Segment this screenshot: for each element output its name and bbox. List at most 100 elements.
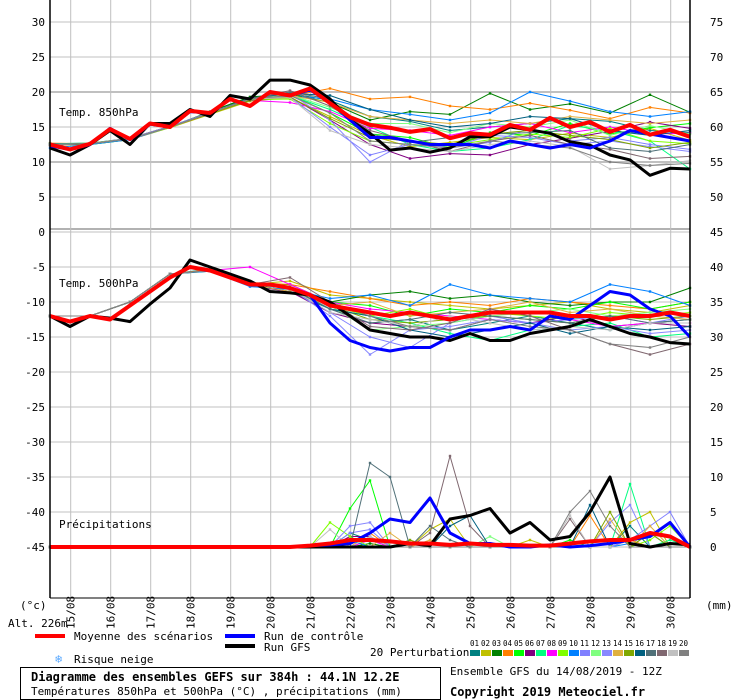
date-label: 22/08 [345, 596, 358, 629]
perturbation-id: 07 [536, 639, 545, 648]
t500-perturbation-10-point [528, 297, 532, 300]
t850-perturbation-1-point [648, 129, 652, 132]
t850-perturbation-7-point [528, 138, 532, 141]
t500-perturbation-4-point [448, 300, 452, 304]
precip-perturbation-18-point [448, 454, 452, 458]
precip-perturbation-2-point [528, 538, 532, 542]
t850-perturbation-18-point [648, 157, 652, 160]
precip-perturbation-19-point [608, 545, 612, 549]
t500-perturbation-17-point [568, 321, 572, 325]
perturbation-id: 15 [624, 639, 633, 648]
precip-perturbation-11-point [348, 531, 352, 535]
perturbation-swatch [657, 650, 667, 656]
t500-perturbation-9-point [408, 307, 412, 311]
legend-perturbations-label: 20 Perturbations [370, 646, 476, 659]
right-tick-label: 25 [710, 366, 723, 379]
t850-perturbation-13-point [328, 118, 332, 122]
t500-perturbation-17-point [328, 307, 332, 311]
legend-snow-label: Risque neige [74, 653, 153, 666]
t500-perturbation-20-point [488, 318, 492, 321]
precip-perturbation-20-point [408, 545, 412, 549]
t850-perturbation-18-point [288, 89, 292, 92]
t850-perturbation-10-point [608, 110, 612, 113]
t850-perturbation-4-point [648, 106, 652, 109]
precip-perturbation-16-point [588, 503, 592, 507]
t850-perturbation-18-point [608, 148, 612, 151]
t850-perturbation-4-point [448, 104, 452, 108]
t850-perturbation-16-point [408, 118, 412, 122]
t500-perturbation-17-point [528, 318, 532, 321]
t850-perturbation-3-point [368, 118, 372, 122]
t500-mean-line [49, 265, 691, 324]
legend-gfs-label: Run GFS [264, 641, 310, 654]
t850-perturbation-19-point [608, 167, 612, 171]
copyright: Copyright 2019 Meteociel.fr [450, 685, 646, 699]
t850-perturbation-11-point [608, 136, 612, 139]
perturbation-swatch [547, 650, 557, 656]
perturbation-id: 19 [668, 639, 677, 648]
left-tick-label: 25 [32, 51, 45, 64]
left-tick-label: -35 [25, 471, 45, 484]
precip-perturbation-15-point [408, 538, 412, 542]
t500-perturbation-19-point [648, 321, 652, 325]
t850-perturbation-20-point [408, 143, 412, 146]
precip-perturbation-1-point [628, 524, 632, 528]
t850-perturbation-16-point [568, 117, 572, 120]
t850-perturbation-10-point [488, 111, 492, 115]
right-tick-label: 0 [710, 541, 717, 554]
t850-perturbation-7-point [328, 108, 332, 111]
perturbation-swatch [569, 650, 579, 656]
t500-perturbation-9-point [608, 311, 612, 314]
t500-perturbation-14-point [368, 300, 372, 304]
t850-perturbation-1-point [408, 120, 412, 123]
t500-perturbation-18-point [648, 353, 652, 356]
precip-perturbation-20-point [468, 545, 472, 549]
t850-perturbation-20-point [488, 139, 492, 143]
precip-perturbation-9-point [648, 538, 652, 542]
right-tick-label: 70 [710, 51, 723, 64]
t850-perturbation-19-point [368, 143, 372, 146]
t850-perturbation-18-point [368, 129, 372, 132]
date-label: 16/08 [105, 596, 118, 629]
t850-perturbation-4-point [408, 95, 412, 99]
t850-perturbation-13-point [528, 136, 532, 139]
perturbation-id: 01 [470, 639, 479, 648]
t850-perturbation-5-point [608, 132, 612, 136]
t500-perturbation-2-point [328, 293, 332, 297]
precip-perturbation-15-point [608, 510, 612, 514]
t850-perturbation-4-point [328, 87, 332, 90]
right-tick-label: 10 [710, 471, 723, 484]
t500-perturbation-15-point [408, 321, 412, 325]
right-tick-label: 35 [710, 296, 723, 309]
right-tick-label: 55 [710, 156, 723, 169]
precip-perturbation-11-point [668, 510, 672, 514]
t850-perturbation-19-point [328, 129, 332, 132]
precip-perturbation-18-point [468, 524, 472, 528]
t850-perturbation-4-point [368, 97, 372, 101]
t850-perturbation-15-point [648, 146, 652, 150]
perturbation-id: 09 [558, 639, 567, 648]
left-tick-label: -40 [25, 506, 45, 519]
t850-perturbation-9-point [608, 127, 612, 130]
t850-perturbation-18-point [328, 104, 332, 108]
perturbation-swatch [646, 650, 656, 656]
date-label: 24/08 [425, 596, 438, 629]
perturbation-swatch [668, 650, 678, 656]
t850-perturbation-4-point [488, 108, 492, 111]
t850-perturbation-11-point [488, 141, 492, 144]
perturbation-swatch [558, 650, 568, 656]
t850-perturbation-17-point [608, 146, 612, 150]
perturbation-swatch [503, 650, 513, 656]
t850-perturbation-5-point [408, 136, 412, 139]
t500-perturbation-17-point [408, 318, 412, 321]
t850-perturbation-10-point [408, 113, 412, 116]
t850-perturbation-12-point [328, 106, 332, 109]
t500-perturbation-16-point [648, 328, 652, 332]
t500-perturbation-19-point [608, 328, 612, 332]
t850-perturbation-3-point [408, 110, 412, 113]
perturbation-id: 04 [503, 639, 513, 648]
precip-perturbation-17-point [448, 538, 452, 542]
t850-perturbation-9-point [488, 138, 492, 141]
t500-perturbation-8-point [288, 283, 292, 286]
t850-perturbation-17-point [648, 150, 652, 153]
